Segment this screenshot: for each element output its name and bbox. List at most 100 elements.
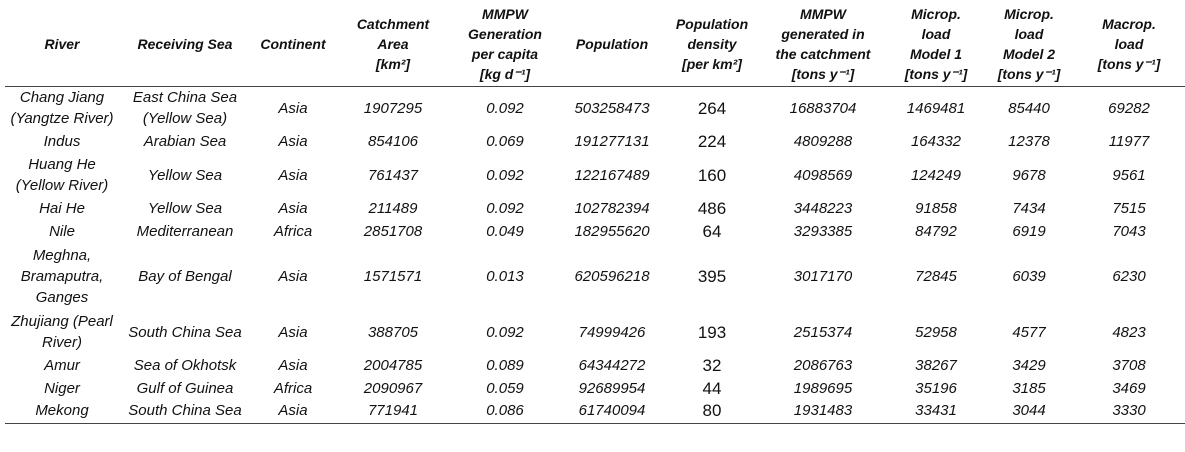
cell-river: Zhujiang (Pearl River) [11,313,113,351]
cell-micro2: 6039 [1012,268,1046,285]
cell-river: Mekong [5,400,119,424]
cell-sea: South China Sea [128,323,242,341]
cell-micro2: 4577 [1012,323,1046,341]
cell-per-capita: 0.059 [486,380,524,397]
cell-population: 182955620 [574,223,650,240]
cell-population: 503258473 [574,99,650,117]
cell-per-capita: 0.092 [486,99,524,117]
cell-per-capita: 0.069 [486,133,524,150]
cell-continent: Asia [278,323,308,341]
header-river: River [5,2,119,87]
cell-area: 771941 [335,400,451,424]
cell-mmpw: 4098569 [793,166,853,184]
river-plastic-table: River Receiving Sea Continent Catchment … [5,2,1185,424]
cell-area: 388705 [367,323,419,341]
cell-micro1: 84792 [915,223,957,240]
cell-river: Huang He (Yellow River) [15,156,109,194]
cell-continent: Asia [278,166,308,184]
cell-area: 2090967 [363,380,423,397]
cell-density: 64 [702,222,722,241]
cell-density: 224 [697,132,727,151]
cell-macro: 7043 [1112,223,1146,240]
cell-population: 102782394 [574,200,650,217]
cell-area: 761437 [367,166,419,184]
cell-sea: East China Sea (Yellow Sea) [132,89,238,128]
header-row: River Receiving Sea Continent Catchment … [5,2,1185,87]
cell-macro: 69282 [1108,99,1150,117]
cell-macro: 7515 [1112,200,1146,217]
header-mmpw-catchment: MMPW generated in the catchment [tons y⁻… [759,2,887,87]
cell-micro1: 1469481 [906,99,966,117]
cell-micro2: 85440 [1008,99,1050,117]
header-microp-model-2: Microp. load Model 2 [tons y⁻¹] [985,2,1073,87]
cell-per-capita: 0.013 [486,268,524,285]
cell-mmpw: 2086763 [793,357,853,374]
cell-river: Chang Jiang (Yangtze River) [10,89,114,128]
cell-river: Meghna, Bramaputra, Ganges [20,247,104,306]
cell-micro1: 38267 [915,357,957,374]
cell-density: 193 [697,322,727,342]
cell-density: 32 [702,356,722,375]
cell-macro: 3708 [1112,357,1146,374]
cell-micro2: 3185 [1012,380,1046,397]
header-continent: Continent [251,2,335,87]
cell-population: 191277131 [574,133,650,150]
cell-per-capita: 0.092 [486,200,524,217]
cell-micro2: 3429 [1012,357,1046,374]
cell-river: Amur [44,357,80,374]
table-row: Meghna, Bramaputra, Ganges Bay of Bengal A… [5,243,1185,310]
cell-river: Indus [43,133,81,150]
cell-mmpw: 1989695 [793,380,853,397]
cell-sea: Arabian Sea [143,133,227,150]
cell-density: 44 [702,379,722,398]
cell-continent: Asia [251,400,335,424]
table-row: Mekong South China Sea Asia 771941 0.086… [5,400,1185,424]
cell-continent: Asia [278,99,308,117]
cell-mmpw: 2515374 [793,323,853,341]
cell-micro2: 7434 [1012,200,1046,217]
cell-sea: Gulf of Guinea [136,380,234,397]
table-row: Hai He Yellow Sea Asia 211489 0.092 1027… [5,197,1185,220]
cell-density: 486 [697,199,727,218]
cell-per-capita: 0.049 [486,223,524,240]
cell-micro1: 52958 [915,323,957,341]
cell-density: 160 [697,165,727,185]
cell-area: 2004785 [363,357,423,374]
table-row: Amur Sea of Okhotsk Asia 2004785 0.089 6… [5,354,1185,377]
cell-sea: Bay of Bengal [138,268,232,285]
cell-sea: Sea of Okhotsk [133,357,237,374]
cell-mmpw: 4809288 [793,133,853,150]
cell-micro2: 12378 [1008,133,1050,150]
cell-population: 122167489 [574,166,650,184]
table-row: Zhujiang (Pearl River) South China Sea As… [5,310,1185,354]
header-mmpw-per-capita: MMPW Generation per capita [kg d⁻¹] [451,2,559,87]
header-receiving-sea: Receiving Sea [119,2,251,87]
cell-density: 80 [665,400,759,424]
cell-continent: Asia [278,200,308,217]
cell-river: Hai He [39,200,85,217]
cell-population: 64344272 [578,357,646,374]
cell-density: 264 [697,98,727,118]
cell-population: 620596218 [574,268,650,285]
cell-macro: 3469 [1112,380,1146,397]
table-row: Indus Arabian Sea Asia 854106 0.069 1912… [5,130,1185,153]
header-population: Population [559,2,665,87]
cell-macro: 6230 [1112,268,1146,285]
cell-mmpw: 3448223 [793,200,853,217]
cell-micro2: 6919 [1012,223,1046,240]
cell-sea: South China Sea [119,400,251,424]
cell-micro2: 3044 [985,400,1073,424]
table-row: Chang Jiang (Yangtze River) East China Se… [5,86,1185,130]
cell-continent: Asia [278,133,308,150]
cell-area: 2851708 [363,223,423,240]
cell-population: 92689954 [578,380,646,397]
cell-micro1: 35196 [915,380,957,397]
cell-micro1: 164332 [910,133,962,150]
table-row: Huang He (Yellow River) Yellow Sea Asia 7… [5,153,1185,197]
cell-per-capita: 0.092 [486,323,524,341]
cell-micro1: 33431 [887,400,985,424]
cell-density: 395 [697,267,727,286]
cell-macro: 9561 [1112,166,1146,184]
cell-area: 854106 [367,133,419,150]
